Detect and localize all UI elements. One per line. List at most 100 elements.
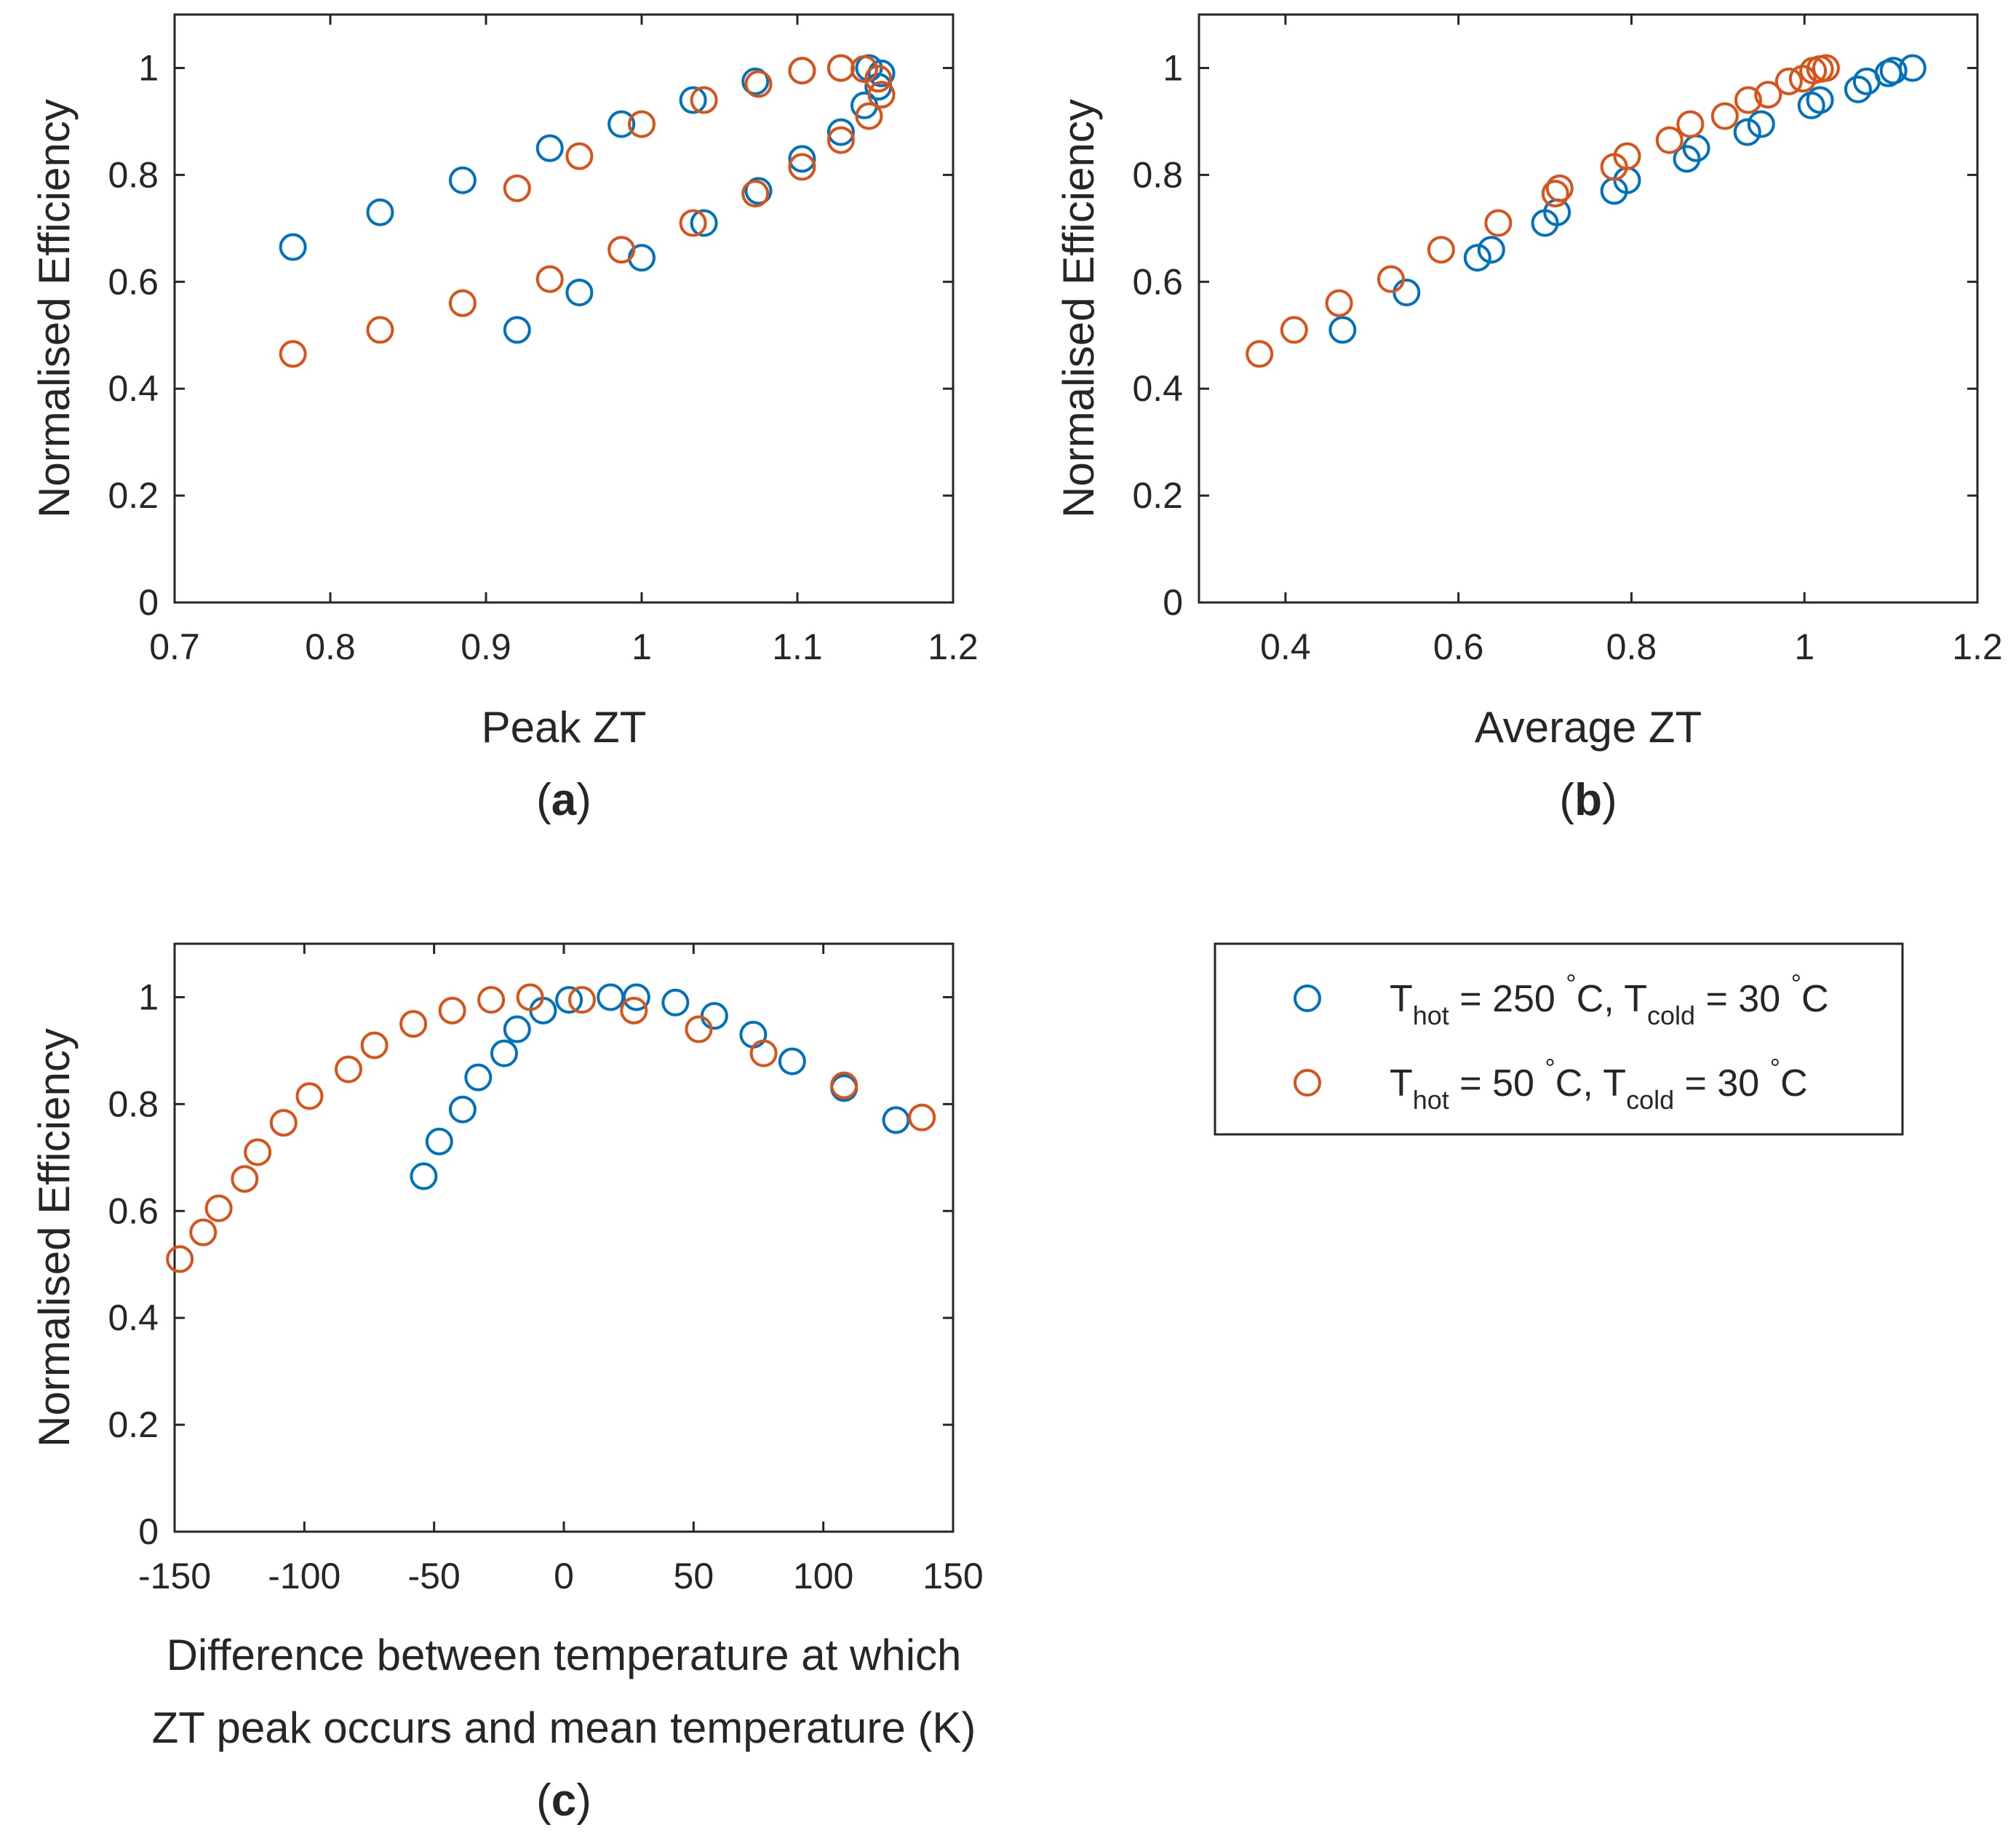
panel-a-point-orange-19 bbox=[503, 174, 531, 202]
panel-c-point-blue-2 bbox=[448, 1095, 477, 1123]
panel-a-point-orange-13 bbox=[826, 54, 855, 82]
panel-c-point-orange-17 bbox=[830, 1071, 858, 1099]
panel-a-ytick-label-0-6: 0.6 bbox=[108, 261, 159, 302]
panel-b-point-orange-9 bbox=[1613, 142, 1641, 170]
panel-b-point-orange-1 bbox=[1280, 316, 1308, 344]
panel-c-ytick-label-1: 1 bbox=[138, 976, 159, 1017]
panel-b-ytick-label-1: 1 bbox=[1163, 47, 1183, 88]
panel-b-ytick-label-0: 0 bbox=[1163, 582, 1183, 623]
panel-b-point-orange-19 bbox=[1812, 54, 1840, 82]
panel-c-point-orange-6 bbox=[295, 1082, 324, 1110]
panel-c-ticks: -150 -100 -50 0 50 100 150 0 0.2 0.4 0.6 0.8 1 bbox=[108, 944, 984, 1596]
panel-b-ytick-label-0-4: 0.4 bbox=[1132, 368, 1183, 409]
panel-b-point-blue-0 bbox=[1328, 316, 1357, 344]
panel-a: 0.7 0.8 0.9 1 1.1 1.2 0 0.2 0.4 0.6 0.8 1 Peak ZT N… bbox=[30, 13, 979, 825]
panel-c-point-blue-9 bbox=[622, 983, 650, 1011]
panel-a-point-orange-9 bbox=[855, 102, 883, 130]
panel-b-xtick-label-0-4: 0.4 bbox=[1260, 626, 1311, 667]
panel-a-ticks: 0.7 0.8 0.9 1 1.1 1.2 0 0.2 0.4 0.6 0.8 1 bbox=[108, 15, 979, 667]
panel-a-point-orange-16 bbox=[690, 86, 718, 114]
panel-c-point-orange-1 bbox=[189, 1218, 218, 1246]
panel-a-point-blue-14 bbox=[788, 145, 816, 173]
panel-b-xlabel: Average ZT bbox=[1475, 703, 1702, 752]
panel-c-label-letter: c bbox=[551, 1775, 576, 1826]
panel-b-xtick-label-0-8: 0.8 bbox=[1606, 626, 1657, 667]
panel-c-ylabel: Normalised Efficiency bbox=[30, 1028, 79, 1447]
panel-b-point-orange-0 bbox=[1246, 340, 1274, 368]
panel-a-point-orange-18 bbox=[565, 142, 594, 170]
panel-c-ytick-label-0-2: 0.2 bbox=[108, 1404, 159, 1445]
panel-b-point-orange-11 bbox=[1676, 110, 1705, 138]
panel-a-ytick-label-0-8: 0.8 bbox=[108, 154, 159, 195]
panel-b-point-orange-10 bbox=[1655, 126, 1684, 154]
panel-b-point-blue-13 bbox=[1806, 86, 1834, 114]
panel-c-point-orange-15 bbox=[685, 1015, 713, 1043]
panel-c-ytick-label-0: 0 bbox=[138, 1511, 159, 1552]
panel-b-point-orange-13 bbox=[1734, 86, 1762, 114]
panel-c-point-orange-11 bbox=[477, 986, 506, 1014]
panel-c-xtick-label-100: 100 bbox=[793, 1556, 853, 1596]
panel-c-point-orange-10 bbox=[438, 996, 466, 1025]
panel-a-point-orange-8 bbox=[826, 126, 855, 154]
legend-marker-blue bbox=[1294, 984, 1321, 1012]
panel-a-point-blue-13 bbox=[826, 118, 855, 146]
panel-a-points bbox=[279, 54, 896, 368]
panel-a-axes-box bbox=[173, 13, 955, 604]
panel-b-point-blue-18 bbox=[1898, 54, 1927, 82]
panel-a-xtick-label-0-8: 0.8 bbox=[305, 626, 356, 667]
panel-a-ytick-label-0: 0 bbox=[138, 582, 159, 623]
panel-b-ytick-label-0-2: 0.2 bbox=[1132, 475, 1183, 516]
panel-a-point-orange-7 bbox=[788, 153, 816, 181]
panel-a-point-orange-2 bbox=[448, 289, 477, 317]
panel-c-point-orange-7 bbox=[334, 1055, 362, 1083]
panel-a-label-letter: a bbox=[551, 775, 577, 825]
panel-b-point-blue-10 bbox=[1733, 118, 1761, 146]
panel-a-point-orange-10 bbox=[867, 81, 896, 109]
panel-a-point-blue-3 bbox=[535, 134, 564, 162]
panel-c-point-blue-4 bbox=[490, 1039, 518, 1067]
panel-a-point-blue-6 bbox=[741, 67, 770, 95]
panel-b-label: (b) bbox=[1559, 775, 1617, 825]
panel-b-ytick-label-0-6: 0.6 bbox=[1132, 261, 1183, 302]
panel-c-ytick-label-0-6: 0.6 bbox=[108, 1190, 159, 1231]
panel-b-point-blue-14 bbox=[1844, 75, 1872, 103]
panel-a-point-blue-16 bbox=[690, 209, 718, 237]
panel-c-xtick-label-0: 0 bbox=[554, 1556, 574, 1596]
panel-b-point-blue-2 bbox=[1463, 244, 1491, 272]
panel-c-point-orange-2 bbox=[204, 1194, 233, 1222]
panel-c-xlabel-line1: Difference between temperature at which bbox=[167, 1631, 962, 1679]
panel-a-point-orange-15 bbox=[744, 70, 773, 98]
panel-c-point-orange-5 bbox=[269, 1109, 298, 1137]
panel-b-xtick-label-1: 1 bbox=[1794, 626, 1814, 667]
legend-entry-orange: Thot = 50 °C, Tcold = 30 °C bbox=[1294, 1053, 1808, 1115]
panel-a-point-orange-17 bbox=[628, 110, 656, 138]
panel-a-xtick-label-1: 1 bbox=[632, 626, 652, 667]
panel-a-point-orange-1 bbox=[366, 316, 394, 344]
panel-b-ytick-label-0-8: 0.8 bbox=[1132, 154, 1183, 195]
panel-a-xtick-label-1-2: 1.2 bbox=[928, 626, 979, 667]
panel-a-ytick-label-0-2: 0.2 bbox=[108, 475, 159, 516]
panel-c-point-blue-7 bbox=[555, 986, 583, 1014]
panel-a-point-blue-15 bbox=[744, 177, 773, 205]
panel-b-point-orange-14 bbox=[1754, 81, 1782, 109]
panel-c-point-blue-5 bbox=[503, 1015, 531, 1043]
panel-a-point-blue-4 bbox=[607, 110, 636, 138]
panel-b-point-orange-5 bbox=[1484, 209, 1513, 237]
panel-a-xtick-label-1-1: 1.1 bbox=[772, 626, 823, 667]
panel-b-ticks: 0.4 0.6 0.8 1 1.2 0 0.2 0.4 0.6 0.8 1 bbox=[1132, 15, 2003, 667]
panel-a-point-orange-0 bbox=[279, 340, 307, 368]
panel-c-point-orange-9 bbox=[399, 1010, 428, 1038]
panel-c-point-orange-14 bbox=[620, 996, 648, 1025]
panel-c-point-orange-8 bbox=[360, 1031, 389, 1059]
panel-a-point-orange-6 bbox=[741, 180, 770, 208]
panel-c-points bbox=[166, 983, 936, 1273]
panel-b-ylabel: Normalised Efficiency bbox=[1054, 99, 1103, 518]
panel-c-point-blue-13 bbox=[778, 1047, 806, 1075]
panel-c-label: (c) bbox=[536, 1775, 591, 1826]
panel-c-point-orange-4 bbox=[244, 1138, 272, 1166]
panel-a-point-blue-2 bbox=[448, 166, 477, 194]
legend-marker-orange bbox=[1294, 1069, 1321, 1097]
panel-c-axes-box bbox=[173, 942, 955, 1533]
panel-b-point-orange-6 bbox=[1541, 180, 1569, 208]
panel-b-point-orange-4 bbox=[1427, 236, 1455, 264]
